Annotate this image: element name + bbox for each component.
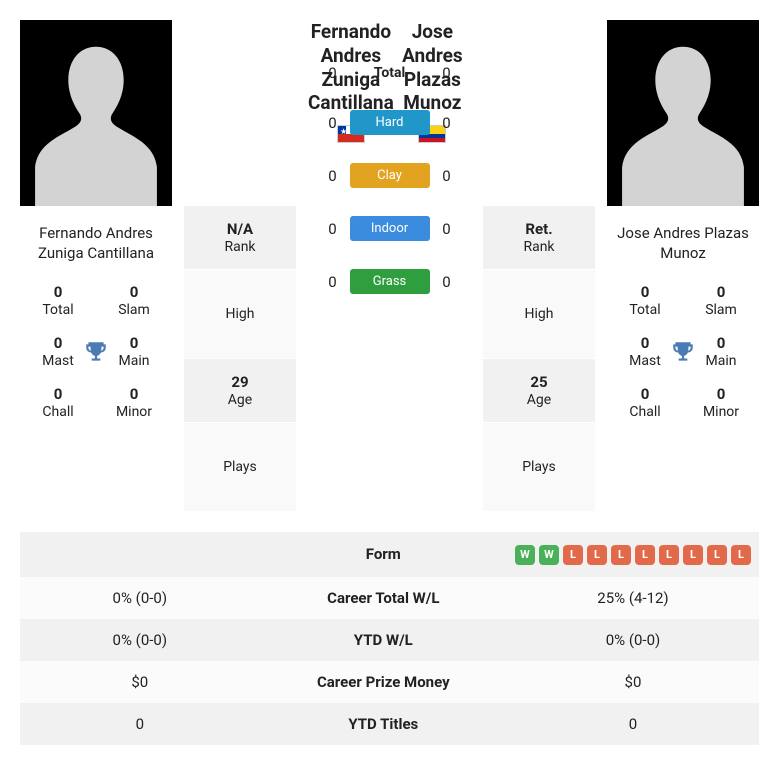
row-form: Form WWLLLLLLLL (20, 532, 759, 577)
player1-stats: N/A Rank High 29 Age Plays (184, 206, 296, 512)
stat-high: High (483, 270, 595, 359)
player1-titles-grid: 0 Total 0 Slam 0 Mast 0 Main 0 Chall 0 M… (20, 275, 172, 428)
h2h-grass: 0 Grass 0 (326, 269, 454, 294)
form-left (20, 532, 260, 577)
row-ytd-titles: 0 YTD Titles 0 (20, 703, 759, 745)
player1-photo (20, 20, 172, 206)
comparison-table: Form WWLLLLLLLL 0% (0-0) Career Total W/… (20, 532, 759, 745)
player2-stats: Ret. Rank High 25 Age Plays (483, 206, 595, 512)
silhouette-icon (26, 26, 166, 206)
form-badge[interactable]: L (635, 545, 655, 565)
title-minor: 0 Minor (96, 377, 172, 428)
title-total: 0 Total (20, 275, 96, 326)
title-minor: 0 Minor (683, 377, 759, 428)
form-badge[interactable]: L (683, 545, 703, 565)
form-badge[interactable]: L (659, 545, 679, 565)
h2h-clay: 0 Clay 0 (326, 163, 454, 188)
h2h-indoor: 0 Indoor 0 (326, 216, 454, 241)
stat-age: 25 Age (483, 359, 595, 423)
form-badge[interactable]: L (611, 545, 631, 565)
form-badge[interactable]: L (563, 545, 583, 565)
stat-rank: N/A Rank (184, 206, 296, 270)
row-prize: $0 Career Prize Money $0 (20, 661, 759, 703)
h2h-hard: 0 Hard 0 (326, 110, 454, 135)
stat-plays: Plays (483, 423, 595, 512)
stat-rank: Ret. Rank (483, 206, 595, 270)
stat-plays: Plays (184, 423, 296, 512)
player1-card-name: Fernando Andres Zuniga Cantillana (20, 206, 172, 275)
title-slam: 0 Slam (96, 275, 172, 326)
form-badge[interactable]: W (539, 545, 559, 565)
h2h-rows: 0 Total 0 0 Hard 0 0 Clay 0 0 Indoor 0 0 (326, 64, 454, 294)
row-career-wl: 0% (0-0) Career Total W/L 25% (4-12) (20, 577, 759, 619)
player2-card-name: Jose Andres Plazas Munoz (607, 206, 759, 275)
row-ytd-wl: 0% (0-0) YTD W/L 0% (0-0) (20, 619, 759, 661)
player2-photo (607, 20, 759, 206)
title-chall: 0 Chall (20, 377, 96, 428)
form-badge[interactable]: L (731, 545, 751, 565)
title-chall: 0 Chall (607, 377, 683, 428)
player2-titles-grid: 0 Total 0 Slam 0 Mast 0 Main 0 Chall 0 M… (607, 275, 759, 428)
stat-high: High (184, 270, 296, 359)
trophy-icon (83, 339, 109, 365)
trophy-icon (670, 339, 696, 365)
top-section: Fernando Andres Zuniga Cantillana 0 Tota… (20, 20, 759, 512)
stat-age: 29 Age (184, 359, 296, 423)
form-right: WWLLLLLLLL (507, 532, 759, 577)
form-badge[interactable]: L (587, 545, 607, 565)
h2h-total: 0 Total 0 (326, 64, 454, 82)
title-slam: 0 Slam (683, 275, 759, 326)
form-badge[interactable]: L (707, 545, 727, 565)
title-total: 0 Total (607, 275, 683, 326)
player2-card: Jose Andres Plazas Munoz 0 Total 0 Slam … (607, 20, 759, 512)
silhouette-icon (613, 26, 753, 206)
form-badge[interactable]: W (515, 545, 535, 565)
center-column: Fernando Andres Zuniga Cantillana ★ Jose… (308, 20, 471, 512)
player1-card: Fernando Andres Zuniga Cantillana 0 Tota… (20, 20, 172, 512)
